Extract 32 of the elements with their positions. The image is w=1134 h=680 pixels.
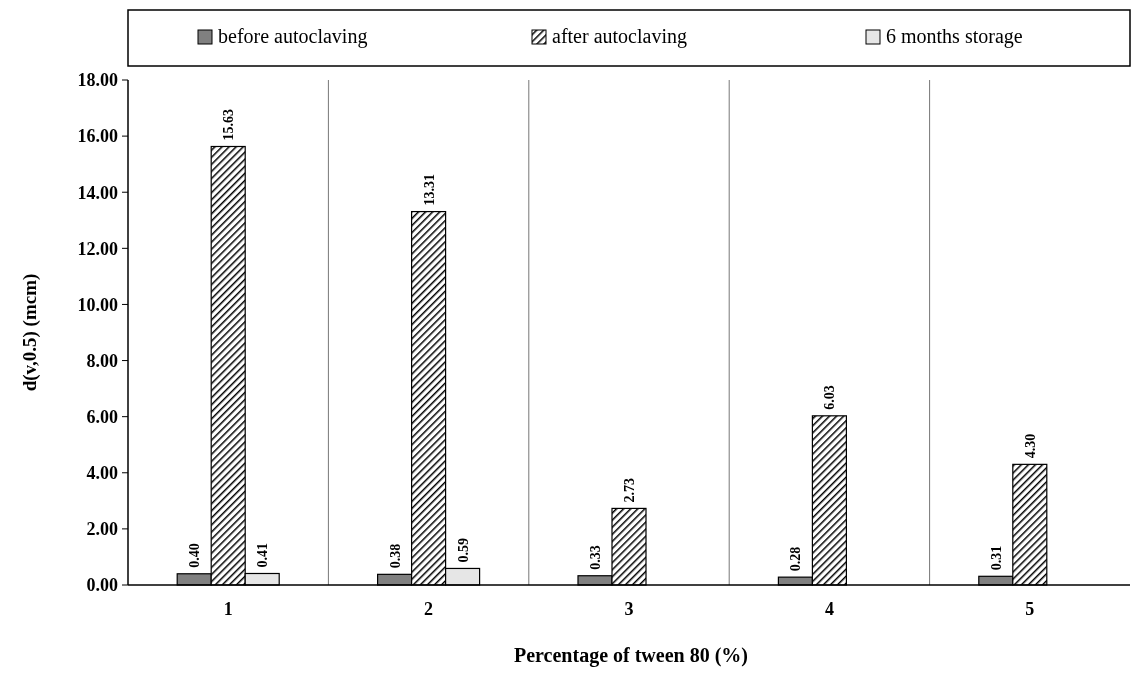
y-tick-label: 8.00 [86, 350, 118, 371]
data-label: 0.33 [588, 545, 603, 570]
data-label: 0.40 [187, 543, 203, 568]
x-tick-label: 5 [1025, 599, 1035, 619]
data-label: 0.59 [455, 537, 471, 563]
y-axis-title: d(v,0.5) (mcm) [19, 273, 41, 392]
y-tick-label: 6.00 [86, 406, 118, 427]
y-tick-label: 2.00 [86, 519, 118, 540]
legend-label: after autoclaving [552, 25, 687, 48]
y-tick-label: 18.00 [77, 70, 118, 91]
data-label: 4.30 [1022, 433, 1038, 459]
x-axis-title: Percentage of tween 80 (%) [514, 644, 748, 667]
y-tick-label: 12.00 [77, 238, 118, 259]
data-label: 0.31 [988, 545, 1004, 571]
y-tick-label: 4.00 [86, 463, 118, 484]
data-label: 15.63 [221, 108, 237, 141]
data-label: 2.73 [622, 477, 637, 503]
data-label: 6.03 [822, 385, 838, 410]
x-tick-label: 1 [223, 599, 233, 619]
y-tick-label: 14.00 [77, 182, 118, 203]
x-tick-label: 3 [624, 599, 634, 619]
data-label: 0.28 [788, 546, 804, 572]
data-label: 13.31 [421, 174, 437, 206]
x-tick-label: 2 [424, 599, 434, 619]
x-tick-label: 4 [824, 599, 834, 619]
legend-label: 6 months storage [886, 25, 1023, 48]
y-tick-label: 16.00 [77, 126, 118, 147]
y-tick-label: 10.00 [77, 294, 118, 315]
legend-label: before autoclaving [218, 25, 368, 48]
data-label: 0.38 [387, 543, 403, 569]
y-tick-label: 0.00 [86, 575, 118, 596]
data-label: 0.41 [255, 543, 271, 568]
